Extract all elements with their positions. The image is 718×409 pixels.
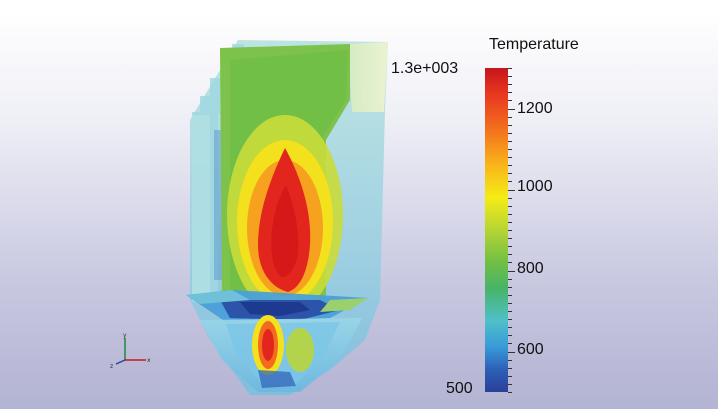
colorbar-tick	[508, 165, 512, 166]
colorbar-tick	[508, 117, 512, 118]
colorbar-tick	[508, 254, 512, 255]
colorbar-tick-label: 600	[517, 341, 544, 359]
colorbar-tick	[508, 279, 512, 280]
colorbar-min-label: 500	[446, 380, 473, 398]
colorbar-tick	[508, 214, 512, 215]
colorbar-tick	[508, 133, 512, 134]
colorbar-tick	[508, 76, 512, 77]
colorbar-tick	[508, 109, 515, 110]
colorbar-tick	[508, 230, 512, 231]
colorbar-tick	[508, 173, 512, 174]
colorbar-tick	[508, 335, 512, 336]
colorbar-tick	[508, 319, 512, 320]
colorbar-tick	[508, 303, 512, 304]
colorbar-max-label: 1.3e+003	[391, 60, 458, 78]
colorbar-tick-label: 1000	[517, 178, 553, 196]
colorbar-tick	[508, 392, 512, 393]
colorbar-tick	[508, 125, 512, 126]
colorbar-tick	[508, 352, 515, 353]
colorbar-tick-label: 800	[517, 260, 544, 278]
colorbar-tick	[508, 181, 512, 182]
colorbar-tick	[508, 271, 515, 272]
right-wall	[348, 42, 388, 112]
colorbar-tick	[508, 222, 512, 223]
axis-y-label: y	[123, 332, 127, 339]
colorbar-tick	[508, 295, 512, 296]
colorbar-tick	[508, 376, 512, 377]
colorbar-tick	[508, 198, 512, 199]
colorbar-tick	[508, 287, 512, 288]
colorbar-tick	[508, 368, 512, 369]
axis-x-label: x	[147, 357, 151, 364]
colorbar-tick	[508, 157, 512, 158]
colorbar-tick	[508, 100, 512, 101]
colorbar-tick	[508, 141, 512, 142]
colorbar-tick	[508, 360, 512, 361]
axis-z-label: z	[110, 363, 113, 370]
colorbar-tick	[508, 190, 515, 191]
colorbar-tick	[508, 206, 512, 207]
colorbar-tick	[508, 311, 512, 312]
colorbar-tick	[508, 246, 512, 247]
colorbar-tick	[508, 92, 512, 93]
colorbar-tick	[508, 327, 512, 328]
orientation-axes: y x z	[110, 330, 160, 370]
colorbar	[485, 68, 508, 392]
colorbar-tick-label: 1200	[517, 100, 553, 118]
colorbar-tick	[508, 149, 512, 150]
colorbar-tick	[508, 68, 512, 69]
colorbar-tick	[508, 238, 512, 239]
colorbar-tick	[508, 84, 512, 85]
colorbar-tick	[508, 262, 512, 263]
colorbar-tick	[508, 384, 512, 385]
colorbar-title: Temperature	[489, 36, 579, 54]
colorbar-tick	[508, 343, 512, 344]
